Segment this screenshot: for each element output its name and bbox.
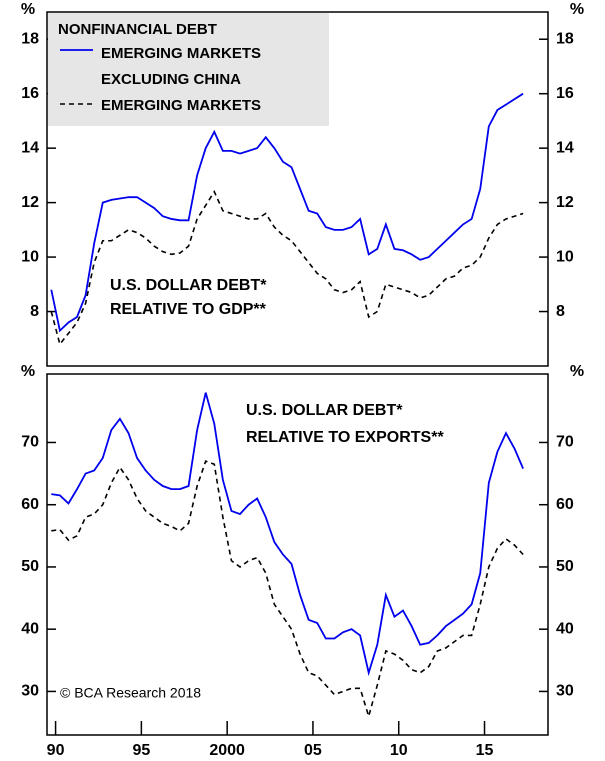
legend-box: [48, 13, 329, 126]
plot-frame: [46, 373, 549, 736]
y2-tick-label: 14: [556, 139, 574, 156]
x-tick-label: 10: [390, 742, 408, 759]
legend-title: NONFINANCIAL DEBT: [58, 21, 217, 38]
x-tick-label: 05: [304, 742, 322, 759]
x-tick-label: 90: [47, 742, 65, 759]
x-tick-label: 15: [476, 742, 494, 759]
y2-tick-label: 18: [556, 30, 574, 47]
y-tick-label: 18: [21, 30, 39, 47]
y-tick-label: 60: [21, 496, 39, 513]
series-line: [50, 190, 524, 346]
legend-label: EXCLUDING CHINA: [101, 71, 241, 88]
legend-label: EMERGING MARKETS: [101, 45, 261, 62]
y-unit-label: %: [21, 363, 35, 380]
y-tick-label: 14: [21, 139, 39, 156]
y2-tick-label: 30: [556, 683, 574, 700]
y-tick-label: 30: [21, 683, 39, 700]
x-tick-label: 95: [132, 742, 150, 759]
y-unit-label: %: [21, 1, 35, 18]
y2-unit-label: %: [570, 1, 584, 18]
y2-tick-label: 8: [556, 303, 565, 320]
y-tick-label: 8: [30, 303, 39, 320]
y-tick-label: 12: [21, 194, 39, 211]
y2-tick-label: 60: [556, 496, 574, 513]
x-tick-label: 2000: [209, 742, 245, 759]
series-line: [51, 460, 524, 720]
credit: © BCA Research 2018: [60, 685, 201, 701]
series-line: [50, 92, 524, 333]
y2-tick-label: 50: [556, 558, 574, 575]
annotation: U.S. DOLLAR DEBT*: [110, 277, 267, 294]
y-tick-label: 40: [21, 620, 39, 637]
y2-tick-label: 10: [556, 248, 574, 265]
y2-tick-label: 16: [556, 85, 574, 102]
y2-unit-label: %: [570, 363, 584, 380]
y2-tick-label: 12: [556, 194, 574, 211]
annotation: RELATIVE TO GDP**: [110, 301, 267, 318]
legend-label: EMERGING MARKETS: [101, 97, 261, 114]
y-tick-label: 16: [21, 85, 39, 102]
annotation: RELATIVE TO EXPORTS**: [246, 429, 444, 446]
y2-tick-label: 40: [556, 620, 574, 637]
y2-tick-label: 70: [556, 434, 574, 451]
y-tick-label: 50: [21, 558, 39, 575]
y-tick-label: 10: [21, 248, 39, 265]
y-tick-label: 70: [21, 434, 39, 451]
annotation: U.S. DOLLAR DEBT*: [246, 402, 403, 419]
plot-frame: [46, 11, 549, 367]
series-line: [51, 392, 524, 677]
